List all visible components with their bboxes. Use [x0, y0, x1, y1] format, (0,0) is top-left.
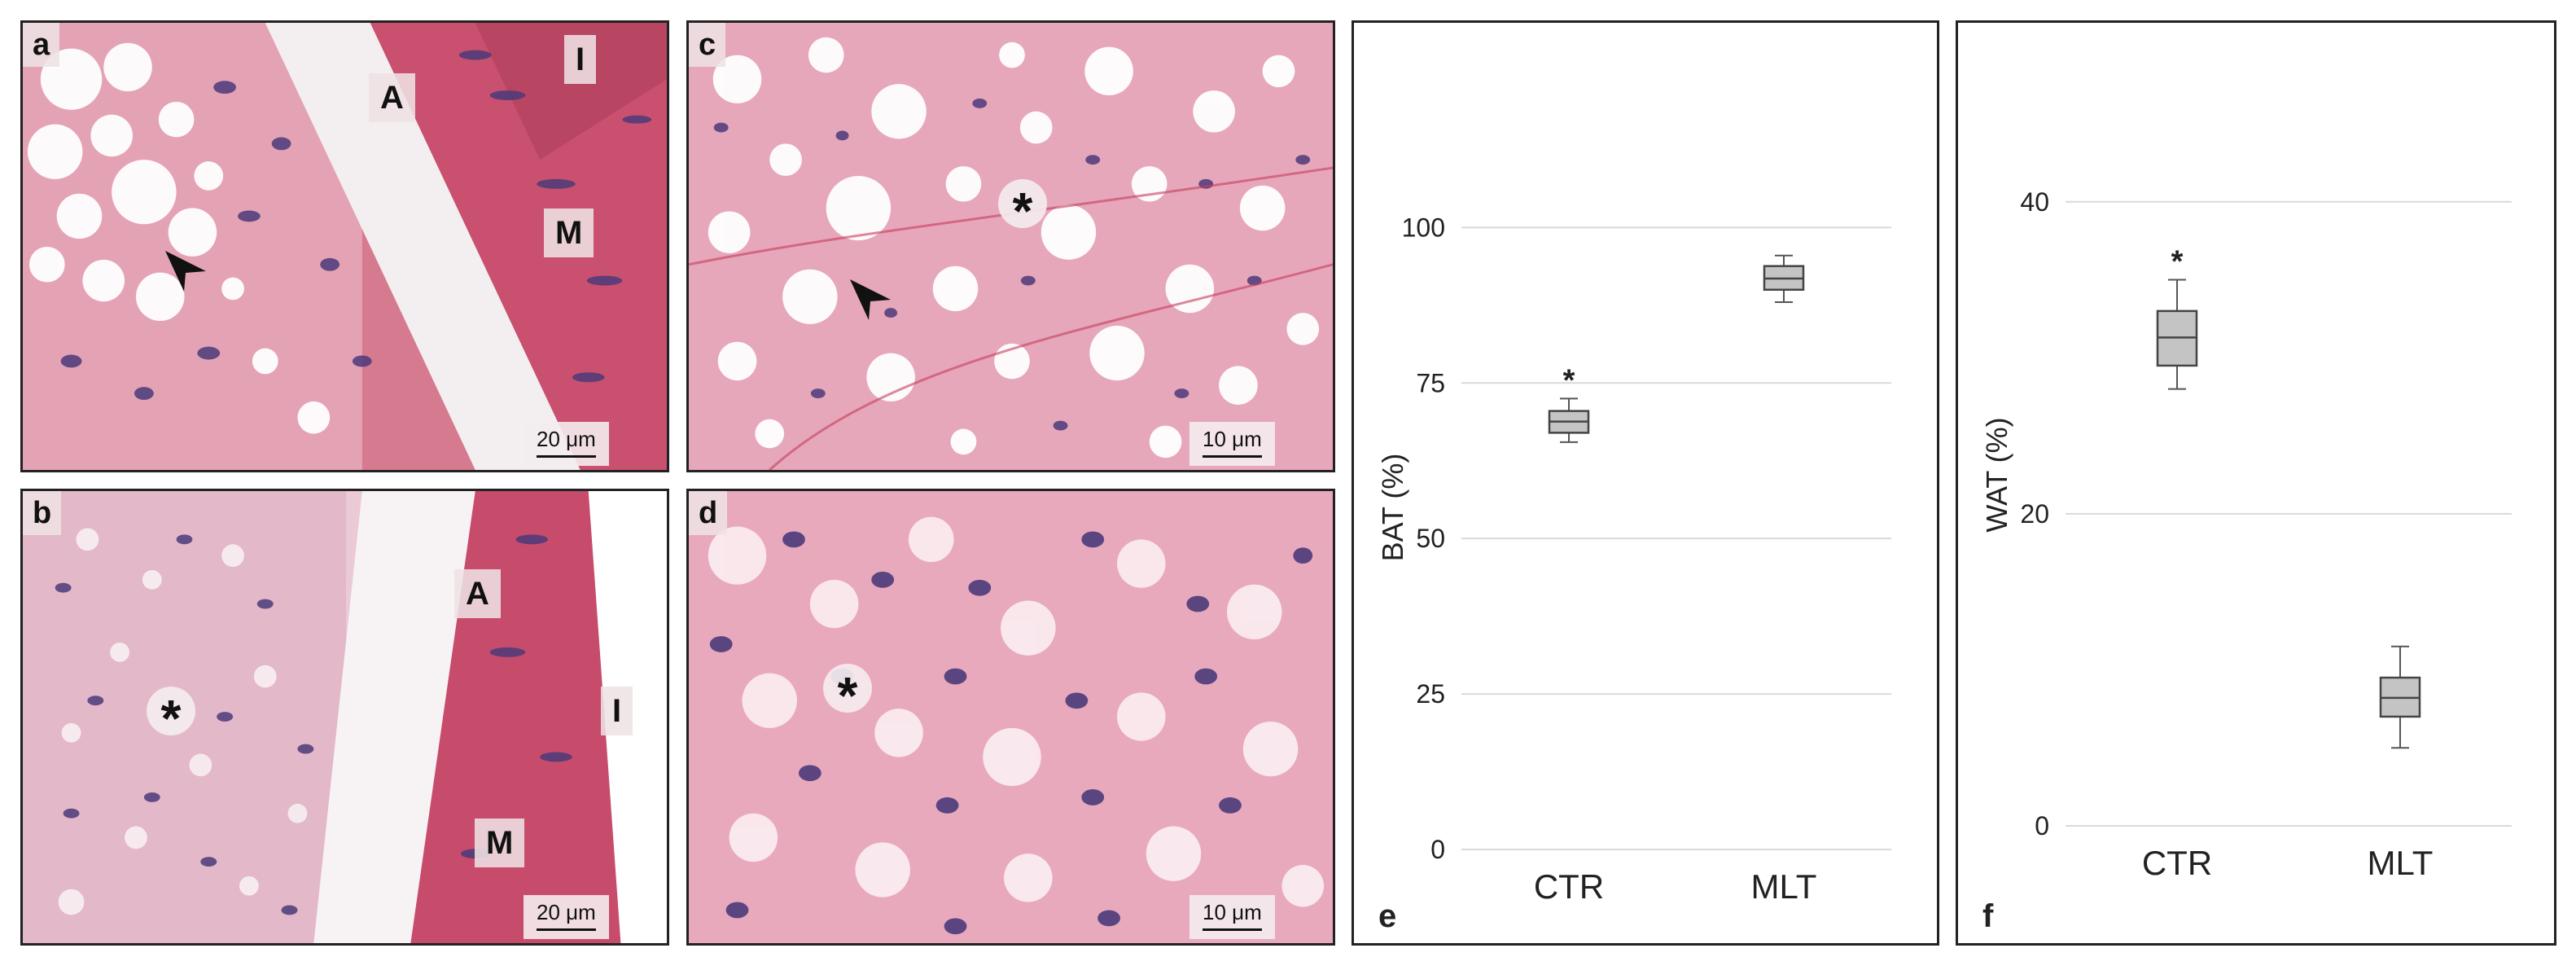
y-axis-label: BAT (%) [1376, 454, 1409, 562]
label-I: I [564, 35, 597, 84]
arrowhead-icon [850, 279, 891, 320]
significance-marker: * [1563, 363, 1575, 397]
scale-label-c: 10 μm [1203, 427, 1262, 451]
scale-line-b [537, 928, 596, 931]
label-M: M [544, 208, 594, 257]
chart-panel-e: 0 25 50 75 100 BAT (%) CTR MLT * e [1352, 20, 1939, 946]
scale-bar-c: 10 μm [1189, 422, 1275, 466]
label-I: I [601, 687, 633, 735]
y-tick-label-2: 40 [2020, 187, 2049, 217]
box-plot-f: 0 20 40 WAT (%) CTR MLT * f [1980, 187, 2512, 934]
scale-label-d: 10 μm [1203, 900, 1262, 924]
scale-line-d [1203, 928, 1262, 931]
panel-letter-a: a [23, 23, 60, 67]
label-A: A [369, 73, 415, 122]
box-ctr: * [2156, 245, 2198, 390]
y-axis-label: WAT (%) [1980, 417, 2013, 532]
y-tick-label-0: 0 [1430, 835, 1445, 864]
scale-line-a [537, 455, 596, 458]
label-A: A [454, 569, 501, 618]
box-plot-e: 0 25 50 75 100 BAT (%) CTR MLT * e [1376, 213, 1891, 934]
scale-line-c [1203, 455, 1262, 458]
chart-panel-f: 0 20 40 WAT (%) CTR MLT * f [1956, 20, 2556, 946]
panel-letter-b: b [23, 491, 62, 535]
micrograph-b: b A I M * 20 μm [20, 489, 669, 946]
x-category-label-ctr: CTR [2142, 844, 2212, 882]
asterisk-marker: * [823, 664, 872, 725]
scale-bar-a: 20 μm [524, 422, 609, 466]
micrograph-b-image [23, 491, 667, 943]
significance-marker: * [2171, 245, 2184, 279]
scale-label-a: 20 μm [537, 427, 596, 451]
micrograph-c: c * 10 μm [686, 20, 1335, 472]
micrograph-d: d * 10 μm [686, 489, 1335, 946]
asterisk-marker: * [998, 179, 1047, 240]
micrograph-d-image [689, 491, 1333, 943]
y-tick-label-2: 50 [1416, 524, 1445, 553]
box-mlt [1763, 254, 1805, 303]
arrowhead-icon [165, 251, 206, 292]
y-tick-label-1: 25 [1416, 679, 1445, 709]
micrograph-c-image [689, 23, 1333, 470]
y-tick-label-0: 0 [2035, 811, 2049, 841]
panel-letter-d: d [689, 491, 728, 535]
asterisk-marker: * [147, 687, 195, 748]
micrograph-a: a A I M 20 μm [20, 20, 669, 472]
y-tick-label-3: 75 [1416, 368, 1445, 397]
panel-letter-f: f [1982, 898, 1994, 934]
y-tick-label-4: 100 [1402, 213, 1445, 242]
scale-bar-b: 20 μm [524, 895, 609, 939]
y-tick-label-1: 20 [2020, 499, 2049, 529]
box-ctr: * [1548, 363, 1590, 443]
panel-letter-e: e [1378, 898, 1396, 934]
box-mlt [2379, 645, 2421, 749]
scale-bar-d: 10 μm [1189, 895, 1275, 939]
x-category-label-ctr: CTR [1534, 867, 1604, 906]
label-M: M [475, 819, 525, 867]
x-category-label-mlt: MLT [1751, 867, 1817, 906]
panel-letter-c: c [689, 23, 726, 67]
scale-label-b: 20 μm [537, 900, 596, 924]
x-category-label-mlt: MLT [2368, 844, 2434, 882]
